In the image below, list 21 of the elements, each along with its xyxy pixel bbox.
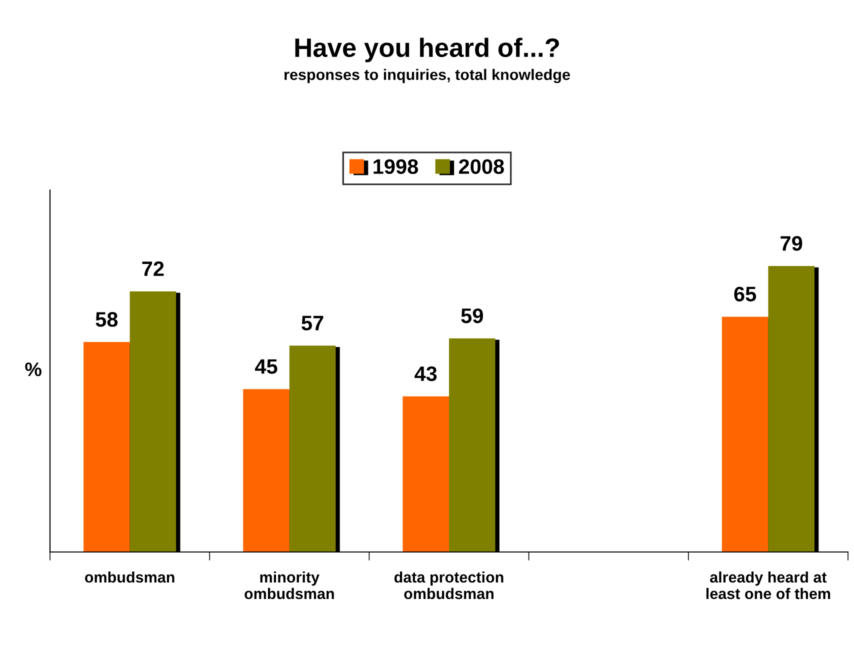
bar bbox=[722, 316, 768, 552]
data-label: 57 bbox=[302, 316, 324, 330]
legend-label: 1998 bbox=[374, 159, 418, 174]
data-label: 43 bbox=[414, 366, 437, 382]
x-tick-label: data protection ombudsman bbox=[394, 571, 504, 600]
bar bbox=[402, 396, 449, 552]
bar bbox=[243, 389, 290, 552]
y-axis-title: % bbox=[25, 362, 42, 376]
data-label: 79 bbox=[780, 236, 802, 251]
bar bbox=[84, 342, 130, 552]
x-tick-label: already heard at least one of them bbox=[706, 571, 830, 600]
data-label: 58 bbox=[96, 312, 118, 327]
legend-label: 2008 bbox=[458, 159, 504, 174]
chart-subtitle: responses to inquiries, total knowledge bbox=[284, 68, 570, 84]
data-label: 65 bbox=[734, 286, 756, 302]
x-tick-label: minority ombudsman bbox=[244, 571, 334, 600]
data-label: 72 bbox=[142, 261, 164, 276]
chart-title: Have you heard of...? bbox=[295, 38, 559, 62]
x-tick-label: ombudsman bbox=[84, 571, 174, 583]
data-label: 45 bbox=[254, 359, 278, 374]
data-label: 59 bbox=[461, 308, 483, 324]
